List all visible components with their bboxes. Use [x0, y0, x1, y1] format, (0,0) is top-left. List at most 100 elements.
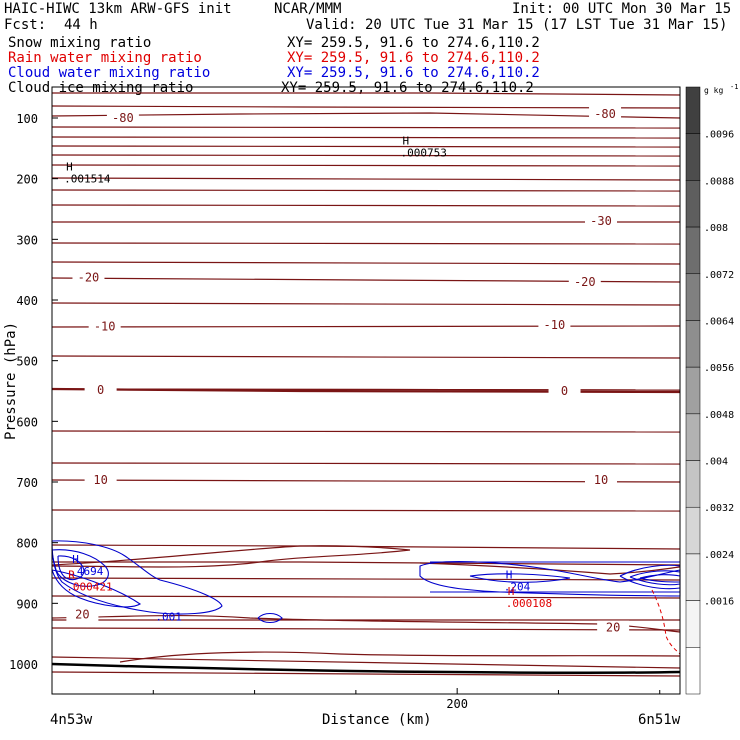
colorbar-segment	[685, 273, 701, 321]
isotherm-line	[51, 261, 681, 265]
right-endpoint-label: 6n51w	[638, 712, 681, 728]
colorbar-tick-label: .0072	[704, 270, 734, 281]
isotherm-line	[51, 112, 681, 119]
isotherm-line	[51, 136, 681, 139]
colorbar-segment	[685, 506, 701, 555]
y-tick-label: 200	[16, 173, 38, 187]
isotherm-line	[52, 92, 681, 96]
extremum-marker: H	[506, 569, 513, 582]
isotherm-label-bg	[84, 473, 117, 488]
colorbar-unit-exponent: -1	[730, 83, 738, 91]
isotherm-label-bg	[88, 319, 121, 334]
colorbar-segment	[685, 460, 701, 508]
isotherm-line	[51, 189, 681, 192]
field-label-snow: Snow mixing ratio	[8, 35, 152, 51]
colorbar-segment	[685, 86, 701, 134]
isotherm-label: -80	[594, 107, 616, 121]
cloud-water-contour	[51, 569, 142, 608]
isotherm-label: 20	[75, 607, 89, 621]
contour-labels: -80 -80-30-20 -20-10 -100 010 102020H.000753H…	[64, 106, 630, 635]
colorbar-tick-label: .0032	[704, 503, 734, 514]
isotherm-label-bg	[106, 111, 139, 125]
y-tick-label: 700	[16, 476, 38, 490]
isotherm-label-bg	[548, 384, 581, 398]
colorbar-tick-label: .0016	[704, 597, 734, 608]
isotherm-line	[51, 509, 681, 512]
colorbar-tick-label: .0024	[704, 550, 734, 561]
y-axis-title: Pressure (hPa)	[3, 321, 19, 440]
isotherm-label-bg	[84, 382, 117, 397]
isotherm-label-bg	[72, 270, 105, 285]
colorbar-segment	[685, 600, 701, 648]
field-xy-cloud-ice: XY= 259.5, 91.6 to 274.6,110.2	[281, 80, 534, 96]
isotherm-label: -20	[78, 271, 100, 285]
colorbar-segment	[685, 413, 701, 461]
field-xy-cloud-water: XY= 259.5, 91.6 to 274.6,110.2	[287, 65, 540, 81]
isotherm-line	[51, 126, 681, 129]
extremum-value: .000753	[400, 146, 446, 159]
valid-time: Valid: 20 UTC Tue 31 Mar 15 (17 LST Tue …	[306, 17, 728, 33]
y-tick-label: 100	[16, 112, 38, 126]
extremum-value: .001514	[64, 172, 111, 185]
colorbar-tick-label: .0056	[704, 363, 734, 374]
isotherm-label-bg	[584, 473, 617, 488]
field-label-cloud-water: Cloud water mixing ratio	[8, 65, 211, 81]
cloud-water-contour	[51, 540, 223, 615]
y-tick-label: 800	[16, 537, 38, 551]
extremum-marker: H	[402, 134, 409, 147]
isotherm-label: 0	[97, 383, 104, 397]
extremum-value: .204	[504, 581, 531, 594]
cloud-water-contour	[619, 564, 681, 590]
isotherm-line	[51, 105, 681, 109]
y-tick-label: 500	[16, 355, 38, 369]
y-tick-label: 600	[16, 415, 38, 429]
extremum-value: .000421	[66, 581, 112, 594]
isotherm-line	[51, 479, 681, 483]
extremum-marker: H	[508, 585, 515, 598]
extremum-value: .000108	[506, 597, 552, 610]
field-xy-rain: XY= 259.5, 91.6 to 274.6,110.2	[287, 50, 540, 66]
isotherm-line	[51, 462, 681, 465]
isotherm-label: -80	[112, 111, 134, 125]
isotherm-line	[51, 577, 681, 581]
x-tick-label: 200	[446, 697, 468, 711]
plot-frame	[51, 86, 681, 695]
forecast-hours: 44 h	[64, 17, 98, 33]
field-xy-snow: XY= 259.5, 91.6 to 274.6,110.2	[287, 35, 540, 51]
isotherm-line	[52, 561, 681, 566]
field-label-cloud-ice: Cloud ice mixing ratio	[8, 80, 194, 96]
extremum-value: .001	[155, 610, 182, 623]
colorbar-unit: g kg	[704, 86, 723, 95]
field-label-rain: Rain water mixing ratio	[8, 50, 202, 66]
colorbar-segment	[685, 133, 701, 181]
isotherm-label: -10	[94, 320, 116, 334]
isotherm-label: 10	[594, 473, 608, 487]
isotherm-line	[51, 325, 681, 328]
y-tick-label: 900	[16, 597, 38, 611]
colorbar-segment	[685, 553, 701, 601]
isotherm-label-bg	[584, 214, 617, 229]
isotherm-line	[51, 430, 681, 433]
isotherm-label: -20	[574, 275, 596, 289]
extremum-value: .4694	[70, 565, 103, 578]
model-title: HAIC-HIWC 13km ARW-GFS init	[4, 1, 232, 17]
isotherm-line	[51, 671, 681, 677]
colorbar: .0096 .0088 .008 .0072 .0064 .0056 .0048 .004 .0…	[685, 83, 738, 695]
extremum-marker: H	[72, 553, 79, 566]
colorbar-tick-label: .0096	[704, 130, 734, 141]
isotherm-line	[51, 355, 681, 359]
isotherm-contour	[119, 651, 681, 663]
colorbar-segment	[685, 647, 701, 695]
isotherm-line	[51, 242, 681, 245]
org-label: NCAR/MMM	[274, 1, 342, 17]
left-endpoint-label: 4n53w	[50, 712, 93, 728]
isotherm-label: -30	[590, 214, 612, 228]
colorbar-tick-label: .004	[704, 457, 728, 468]
isotherm-line	[51, 177, 681, 181]
isotherm-contour	[51, 545, 411, 568]
cloud-water-contour	[639, 574, 681, 583]
extremum-marker: R	[68, 569, 75, 582]
isotherm-line	[51, 154, 681, 157]
rain-water-contour	[651, 589, 681, 655]
